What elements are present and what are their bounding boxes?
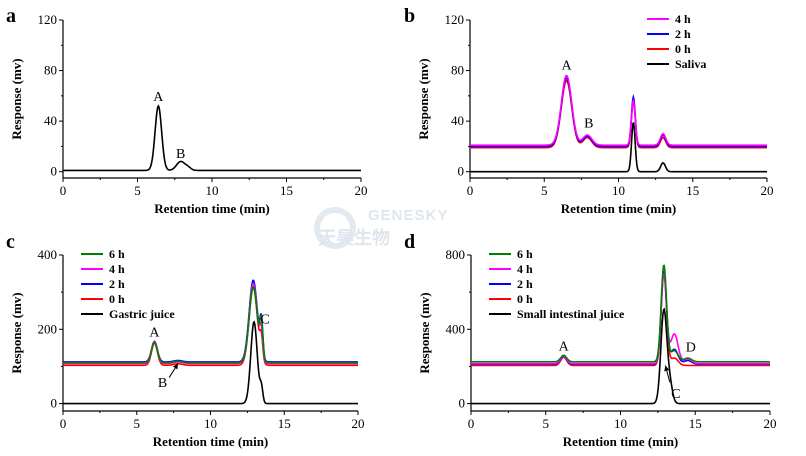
legend-entry-2-h: 2 h (517, 277, 533, 291)
y-tick-label: 0 (51, 164, 58, 179)
panel-letter: c (6, 231, 15, 253)
series-line-6-h (63, 285, 358, 364)
legend-entry-4-h: 4 h (109, 262, 125, 276)
x-tick-label: 0 (60, 183, 67, 198)
legend-entry-2-h: 2 h (675, 27, 691, 41)
legend-entry-4-h: 4 h (517, 262, 533, 276)
series-line-gastric-juice (63, 320, 358, 405)
x-tick-label: 15 (689, 416, 702, 431)
legend-entry-6-h: 6 h (109, 247, 125, 261)
y-tick-label: 40 (451, 113, 464, 128)
y-axis-label: Response (mv) (9, 292, 24, 373)
x-axis-label: Retention time (min) (561, 201, 677, 216)
panel-d: d 0 5 10 15 20 0 400 800 Retention time (min) Resp… (404, 231, 777, 449)
panel-letter: b (404, 5, 415, 27)
legend-entry-0-h: 0 h (675, 42, 691, 56)
panel-b: b 0 5 10 15 20 0 40 80 120 Retention time (min) Res… (404, 5, 774, 216)
y-tick-label: 120 (445, 12, 465, 27)
legend-entry-saliva: Saliva (675, 57, 706, 71)
series-line-2-h (470, 77, 767, 148)
peak-label-a: A (153, 90, 164, 105)
legend-entry-2-h: 2 h (109, 277, 125, 291)
y-tick-label: 40 (44, 113, 57, 128)
peak-label-a: A (559, 340, 570, 355)
series-line-0-h (63, 286, 358, 367)
legend-entry-gastric-juice: Gastric juice (109, 307, 175, 321)
legend-entry-4-h: 4 h (675, 12, 691, 26)
watermark-text-en: GENESKY (368, 207, 448, 224)
x-tick-label: 5 (134, 416, 141, 431)
watermark-text-cn: 天昊生物 (318, 227, 390, 249)
x-tick-label: 10 (206, 183, 219, 198)
x-axis-label: Retention time (min) (563, 434, 679, 449)
series-line-0-h (470, 79, 767, 149)
series-line-4-h (470, 74, 767, 146)
watermark: GENESKY 天昊生物 (314, 207, 448, 249)
x-tick-label: 0 (467, 183, 474, 198)
peak-label-b: B (158, 376, 167, 391)
y-tick-label: 400 (446, 321, 466, 336)
y-tick-label: 80 (451, 63, 464, 78)
y-tick-label: 0 (459, 396, 466, 411)
legend-entry-0-h: 0 h (109, 292, 125, 306)
x-tick-label: 10 (614, 416, 627, 431)
y-tick-label: 0 (51, 396, 58, 411)
y-axis-label: Response (mv) (416, 58, 431, 139)
legend-entry-small-intestinal-juice: Small intestinal juice (517, 307, 625, 321)
series-line-4-h (471, 273, 770, 365)
peak-label-c: C (671, 387, 680, 402)
legend-entry-6-h: 6 h (517, 247, 533, 261)
series-line-4-h (63, 283, 358, 365)
x-tick-label: 15 (686, 183, 699, 198)
x-tick-label: 10 (612, 183, 625, 198)
y-tick-label: 80 (44, 63, 57, 78)
panel-letter: d (404, 231, 415, 253)
x-axis-label: Retention time (min) (154, 201, 270, 216)
arrow-head (172, 363, 179, 370)
y-tick-label: 120 (38, 12, 58, 27)
x-tick-label: 10 (204, 416, 217, 431)
series-line-small-intestinal-juice (471, 307, 770, 405)
panel-letter: a (6, 5, 16, 27)
peak-label-a: A (149, 326, 160, 341)
series-line-saliva (470, 122, 767, 173)
x-tick-label: 0 (468, 416, 475, 431)
series-line-2-h (63, 279, 358, 363)
peak-label-a: A (561, 58, 572, 73)
series-line-0-h (471, 272, 770, 367)
peak-label-b: B (584, 116, 593, 131)
x-axis-label: Retention time (min) (153, 434, 269, 449)
panel-a: a 0 5 10 15 20 0 40 80 120 Retention time (min) Res… (6, 5, 368, 216)
series-line-6-h (471, 264, 770, 363)
peak-label-c: C (260, 313, 269, 328)
y-tick-label: 200 (38, 321, 58, 336)
x-tick-label: 5 (543, 416, 550, 431)
y-tick-label: 800 (446, 247, 466, 262)
legend-entry-0-h: 0 h (517, 292, 533, 306)
x-tick-label: 15 (280, 183, 293, 198)
x-tick-label: 20 (764, 416, 777, 431)
x-tick-label: 5 (134, 183, 141, 198)
x-tick-label: 20 (352, 416, 365, 431)
x-tick-label: 20 (355, 183, 368, 198)
series-line-trace (63, 104, 361, 172)
x-tick-label: 5 (541, 183, 548, 198)
x-tick-label: 20 (761, 183, 774, 198)
peak-label-d: D (686, 341, 696, 356)
y-tick-label: 0 (458, 164, 465, 179)
y-axis-label: Response (mv) (9, 58, 24, 139)
x-tick-label: 15 (278, 416, 291, 431)
peak-label-b: B (176, 147, 185, 162)
y-axis-label: Response (mv) (417, 292, 432, 373)
x-tick-label: 0 (60, 416, 67, 431)
watermark-logo-icon (314, 207, 356, 249)
y-tick-label: 400 (38, 247, 58, 262)
arrow-head (664, 365, 670, 372)
